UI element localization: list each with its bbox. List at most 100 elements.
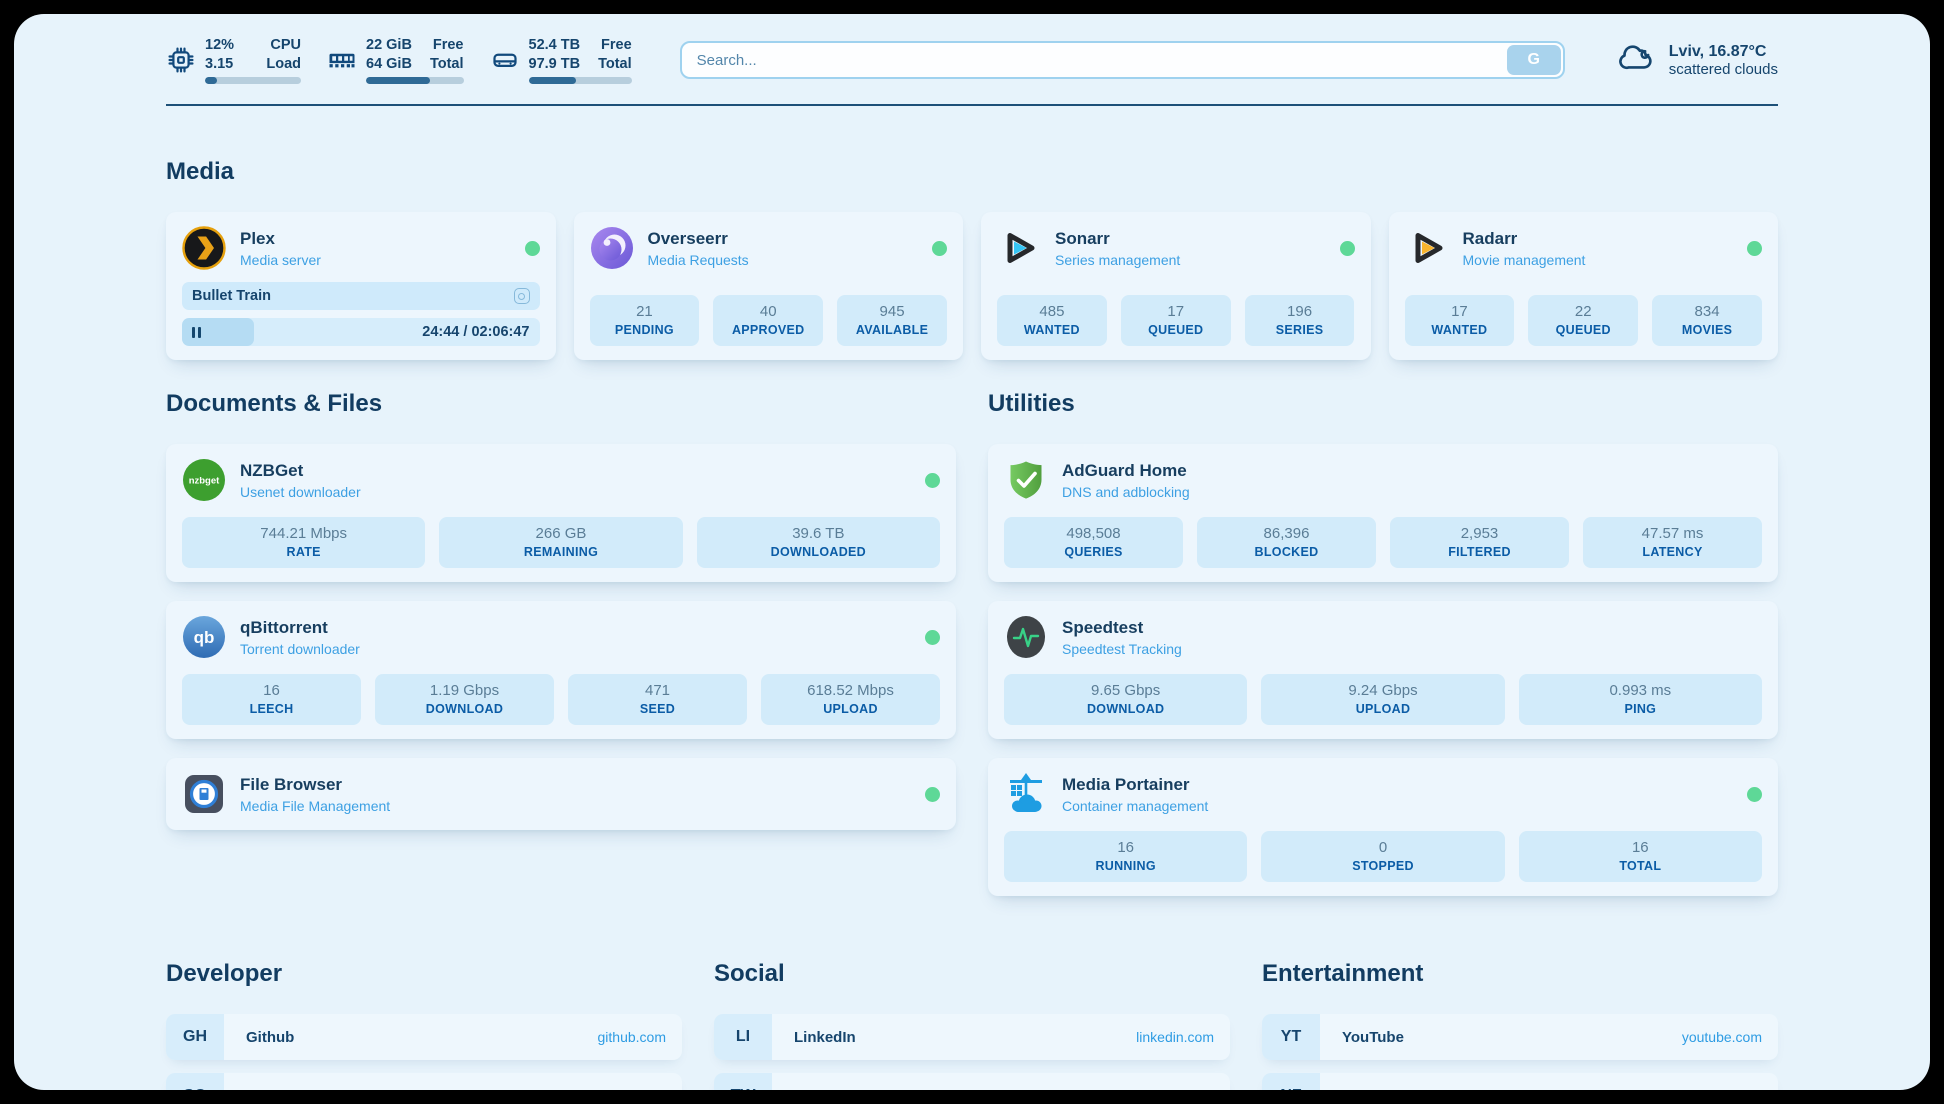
app-card-speedtest[interactable]: Speedtest Speedtest Tracking 9.65 Gbps DO…: [988, 601, 1778, 740]
link-row-twitter[interactable]: TW Twitter twitter.com: [714, 1073, 1230, 1090]
plex-icon: [182, 226, 226, 270]
stat-label: DOWNLOAD: [1086, 702, 1165, 717]
status-dot: [925, 629, 940, 645]
stat-box: 0 STOPPED: [1261, 831, 1505, 883]
link-url[interactable]: stackoverflow.com: [552, 1088, 666, 1090]
status-dot: [925, 472, 940, 488]
now-playing-media-icon[interactable]: [513, 288, 530, 305]
app-subtitle: Speedtest Tracking: [1062, 640, 1182, 657]
app-card-overseerr[interactable]: Overseerr Media Requests 21 PENDING 40 APP…: [573, 212, 963, 361]
stat-value: 39.6 TB: [792, 525, 845, 543]
stat-box: 16 LEECH: [182, 674, 361, 726]
stat-label: FILTERED: [1448, 545, 1511, 560]
section-title-utilities: Utilities: [988, 390, 1075, 418]
app-card-plex[interactable]: Plex Media server Bullet Train 24:44 / 0…: [166, 212, 556, 361]
link-url[interactable]: github.com: [597, 1029, 666, 1046]
storage-total-label: Total: [598, 56, 632, 73]
app-subtitle: Container management: [1062, 797, 1209, 814]
link-url[interactable]: linkedin.com: [1136, 1029, 1214, 1046]
storage-free-label: Free: [601, 37, 632, 53]
playback-progress-fill: [182, 318, 254, 347]
link-row-youtube[interactable]: YT YouTube youtube.com: [1262, 1014, 1778, 1061]
section-title-developer: Developer: [166, 960, 283, 988]
app-title: Overseerr: [647, 228, 728, 248]
stat-box: 834 MOVIES: [1652, 295, 1762, 347]
pause-icon: [198, 326, 201, 338]
stat-label: BLOCKED: [1254, 545, 1319, 560]
cpu-stat: 12% 3.15 CPU Load: [166, 36, 301, 85]
app-title: Sonarr: [1055, 228, 1110, 248]
link-name: StackOverflow: [246, 1088, 350, 1090]
link-url[interactable]: netflix.com: [1695, 1088, 1762, 1090]
section-title-documents: Documents & Files: [166, 390, 383, 418]
app-card-nzbget[interactable]: nzbget NZBGet Usenet downloader 744.21 M…: [166, 444, 956, 583]
app-card-sonarr[interactable]: Sonarr Series management 485 WANTED 17 QUE…: [981, 212, 1371, 361]
cpu-load-value: 3.15: [205, 56, 234, 73]
memory-progress-track: [366, 77, 464, 85]
stat-label: SEED: [639, 702, 676, 717]
app-card-radarr[interactable]: Radarr Movie management 17 WANTED 22 QUEUE…: [1388, 212, 1778, 361]
app-title: Speedtest: [1062, 617, 1144, 637]
adguard-icon: [1004, 458, 1048, 502]
link-url[interactable]: youtube.com: [1681, 1029, 1762, 1046]
memory-free-label: Free: [432, 37, 464, 53]
link-row-stackoverflow[interactable]: SO StackOverflow stackoverflow.com: [166, 1073, 682, 1090]
disk-icon: [490, 45, 520, 75]
app-subtitle: Media File Management: [240, 797, 391, 814]
system-stats: 12% 3.15 CPU Load: [166, 36, 632, 85]
stat-label: PENDING: [614, 323, 674, 338]
stat-value: 485: [1039, 303, 1065, 321]
now-playing-title: Bullet Train: [192, 288, 271, 305]
app-subtitle: DNS and adblocking: [1062, 483, 1190, 500]
stat-value: 40: [759, 303, 777, 321]
status-dot: [925, 786, 940, 802]
memory-total-value: 64 GiB: [366, 56, 412, 73]
app-card-qbittorrent[interactable]: qb qBittorrent Torrent downloader 16 LEEC…: [166, 601, 956, 740]
app-card-portainer[interactable]: Media Portainer Container management 16 R…: [988, 758, 1778, 897]
stat-box: 485 WANTED: [997, 295, 1107, 347]
topbar-divider: [166, 104, 1778, 107]
top-bar: 12% 3.15 CPU Load: [166, 14, 1778, 85]
stat-label: QUEUED: [1555, 323, 1611, 338]
section-title-entertainment: Entertainment: [1262, 960, 1424, 988]
portainer-icon: [1004, 772, 1048, 816]
app-title: Radarr: [1462, 228, 1518, 248]
stat-box: 196 SERIES: [1244, 295, 1355, 347]
links-column-social: Social LI LinkedIn linkedin.com TW Twitt…: [714, 960, 1230, 1090]
search-engine-button[interactable]: G: [1506, 45, 1561, 76]
link-name: Netflix: [1342, 1088, 1388, 1090]
stat-label: UPLOAD: [823, 702, 878, 717]
link-name: LinkedIn: [794, 1028, 856, 1046]
app-subtitle: Series management: [1055, 251, 1181, 268]
memory-total-label: Total: [429, 56, 464, 73]
storage-total-value: 97.9 TB: [528, 56, 581, 73]
stat-value: 834: [1694, 303, 1720, 321]
link-name: Github: [246, 1028, 295, 1046]
status-dot: [1747, 786, 1762, 802]
weather-condition: scattered clouds: [1668, 60, 1778, 78]
stat-box: 9.65 Gbps DOWNLOAD: [1004, 674, 1248, 726]
storage-progress-fill: [528, 77, 576, 85]
link-abbr: TW: [714, 1073, 772, 1090]
stat-label: LATENCY: [1642, 545, 1703, 560]
link-url[interactable]: twitter.com: [1147, 1088, 1214, 1090]
filebrowser-icon: [182, 772, 226, 816]
overseerr-icon: [590, 226, 634, 270]
link-row-linkedin[interactable]: LI LinkedIn linkedin.com: [714, 1014, 1230, 1061]
app-title: Media Portainer: [1062, 774, 1190, 794]
link-row-netflix[interactable]: NF Netflix netflix.com: [1262, 1073, 1778, 1090]
app-subtitle: Movie management: [1462, 251, 1586, 268]
stat-box: 744.21 Mbps RATE: [182, 517, 426, 569]
storage-stat: 52.4 TB 97.9 TB Free Total: [490, 36, 632, 85]
app-card-filebrowser[interactable]: File Browser Media File Management: [166, 758, 956, 831]
stat-box: 22 QUEUED: [1528, 295, 1639, 347]
playback-progress-bar: 24:44 / 02:06:47: [182, 318, 540, 347]
link-abbr: YT: [1262, 1014, 1320, 1061]
app-title: NZBGet: [240, 460, 304, 480]
link-abbr: GH: [166, 1014, 224, 1061]
search-input[interactable]: [679, 41, 1565, 80]
app-card-adguard[interactable]: AdGuard Home DNS and adblocking 498,508 Q…: [988, 444, 1778, 583]
link-name: YouTube: [1342, 1028, 1404, 1046]
status-dot: [1747, 240, 1762, 256]
link-row-github[interactable]: GH Github github.com: [166, 1014, 682, 1061]
